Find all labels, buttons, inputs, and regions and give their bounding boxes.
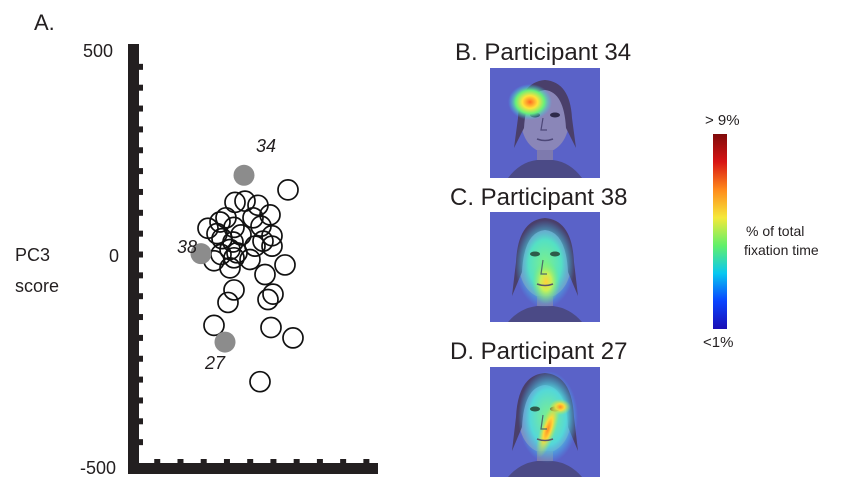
fixation-colorbar xyxy=(713,134,727,329)
panel-a-label: A. xyxy=(34,10,55,35)
highlighted-point-34 xyxy=(233,164,255,186)
x-minor-tick xyxy=(177,459,184,463)
y-axis-title-line1: PC3 xyxy=(15,245,51,265)
y-minor-tick xyxy=(139,418,143,425)
point-label-27: 27 xyxy=(205,353,226,373)
point-label-34: 34 xyxy=(256,136,277,156)
colorbar-max-label: > 9% xyxy=(705,112,740,129)
y-minor-tick xyxy=(139,147,143,154)
axis-layer xyxy=(128,44,378,474)
data-point xyxy=(262,283,284,305)
face-heatmap-participant-38 xyxy=(490,212,600,322)
y-minor-tick xyxy=(139,251,143,258)
panel-b-title: B. Participant 34 xyxy=(455,39,632,66)
highlighted-point-27 xyxy=(214,331,236,353)
data-point xyxy=(223,279,245,301)
y-minor-tick xyxy=(139,168,143,175)
highlighted-point-38 xyxy=(190,243,212,265)
y-minor-tick xyxy=(139,314,143,321)
y-tick-label-0: 0 xyxy=(109,246,120,266)
x-minor-tick xyxy=(293,459,300,463)
x-minor-tick xyxy=(270,459,277,463)
y-minor-tick xyxy=(139,293,143,300)
colorbar-min-label: <1% xyxy=(703,334,734,351)
face-heatmap-participant-27 xyxy=(490,367,600,477)
data-point xyxy=(226,241,248,264)
data-point xyxy=(277,179,299,201)
data-point xyxy=(259,204,281,226)
x-minor-tick xyxy=(154,459,161,463)
y-minor-tick xyxy=(139,230,143,237)
y-axis-line xyxy=(128,44,139,472)
y-minor-tick xyxy=(139,188,143,195)
y-tick-label-minus-500: -500 xyxy=(80,458,117,478)
data-point xyxy=(239,248,261,271)
x-minor-tick xyxy=(363,459,370,463)
y-minor-tick xyxy=(139,84,143,91)
x-axis-line xyxy=(128,463,378,474)
y-minor-tick xyxy=(139,105,143,112)
data-point xyxy=(257,288,279,311)
y-minor-tick xyxy=(139,334,143,341)
data-point xyxy=(211,227,233,250)
data-point xyxy=(217,291,239,314)
point-label-38: 38 xyxy=(177,237,198,257)
y-minor-tick xyxy=(139,439,143,446)
y-minor-tick xyxy=(139,209,143,216)
x-minor-tick xyxy=(223,459,230,463)
data-point xyxy=(254,263,276,286)
y-minor-tick xyxy=(139,63,143,70)
data-point xyxy=(242,206,264,229)
x-minor-tick xyxy=(200,459,207,463)
data-point xyxy=(282,327,304,349)
face-heatmap-participant-34 xyxy=(490,68,600,178)
data-point xyxy=(203,314,225,337)
data-point xyxy=(260,316,282,339)
panel-d-title: D. Participant 27 xyxy=(450,338,628,365)
x-minor-tick xyxy=(340,459,347,463)
y-minor-tick xyxy=(139,355,143,362)
data-point xyxy=(209,211,231,233)
y-tick-label-500: 500 xyxy=(83,41,114,61)
y-minor-tick xyxy=(139,397,143,404)
data-point xyxy=(249,370,271,393)
colorbar-title-line2: fixation time xyxy=(744,242,819,258)
x-minor-tick xyxy=(316,459,323,463)
x-minor-tick xyxy=(247,459,254,463)
y-axis-title-line2: score xyxy=(15,276,60,296)
data-point xyxy=(219,256,241,279)
y-minor-tick xyxy=(139,376,143,383)
data-point xyxy=(274,254,296,276)
y-minor-tick xyxy=(139,126,143,133)
panel-c-title: C. Participant 38 xyxy=(450,184,628,211)
data-point xyxy=(261,235,283,258)
highlight-layer xyxy=(190,164,255,353)
points-layer xyxy=(197,179,304,393)
colorbar-title-line1: % of total xyxy=(746,223,805,239)
y-minor-tick xyxy=(139,272,143,279)
